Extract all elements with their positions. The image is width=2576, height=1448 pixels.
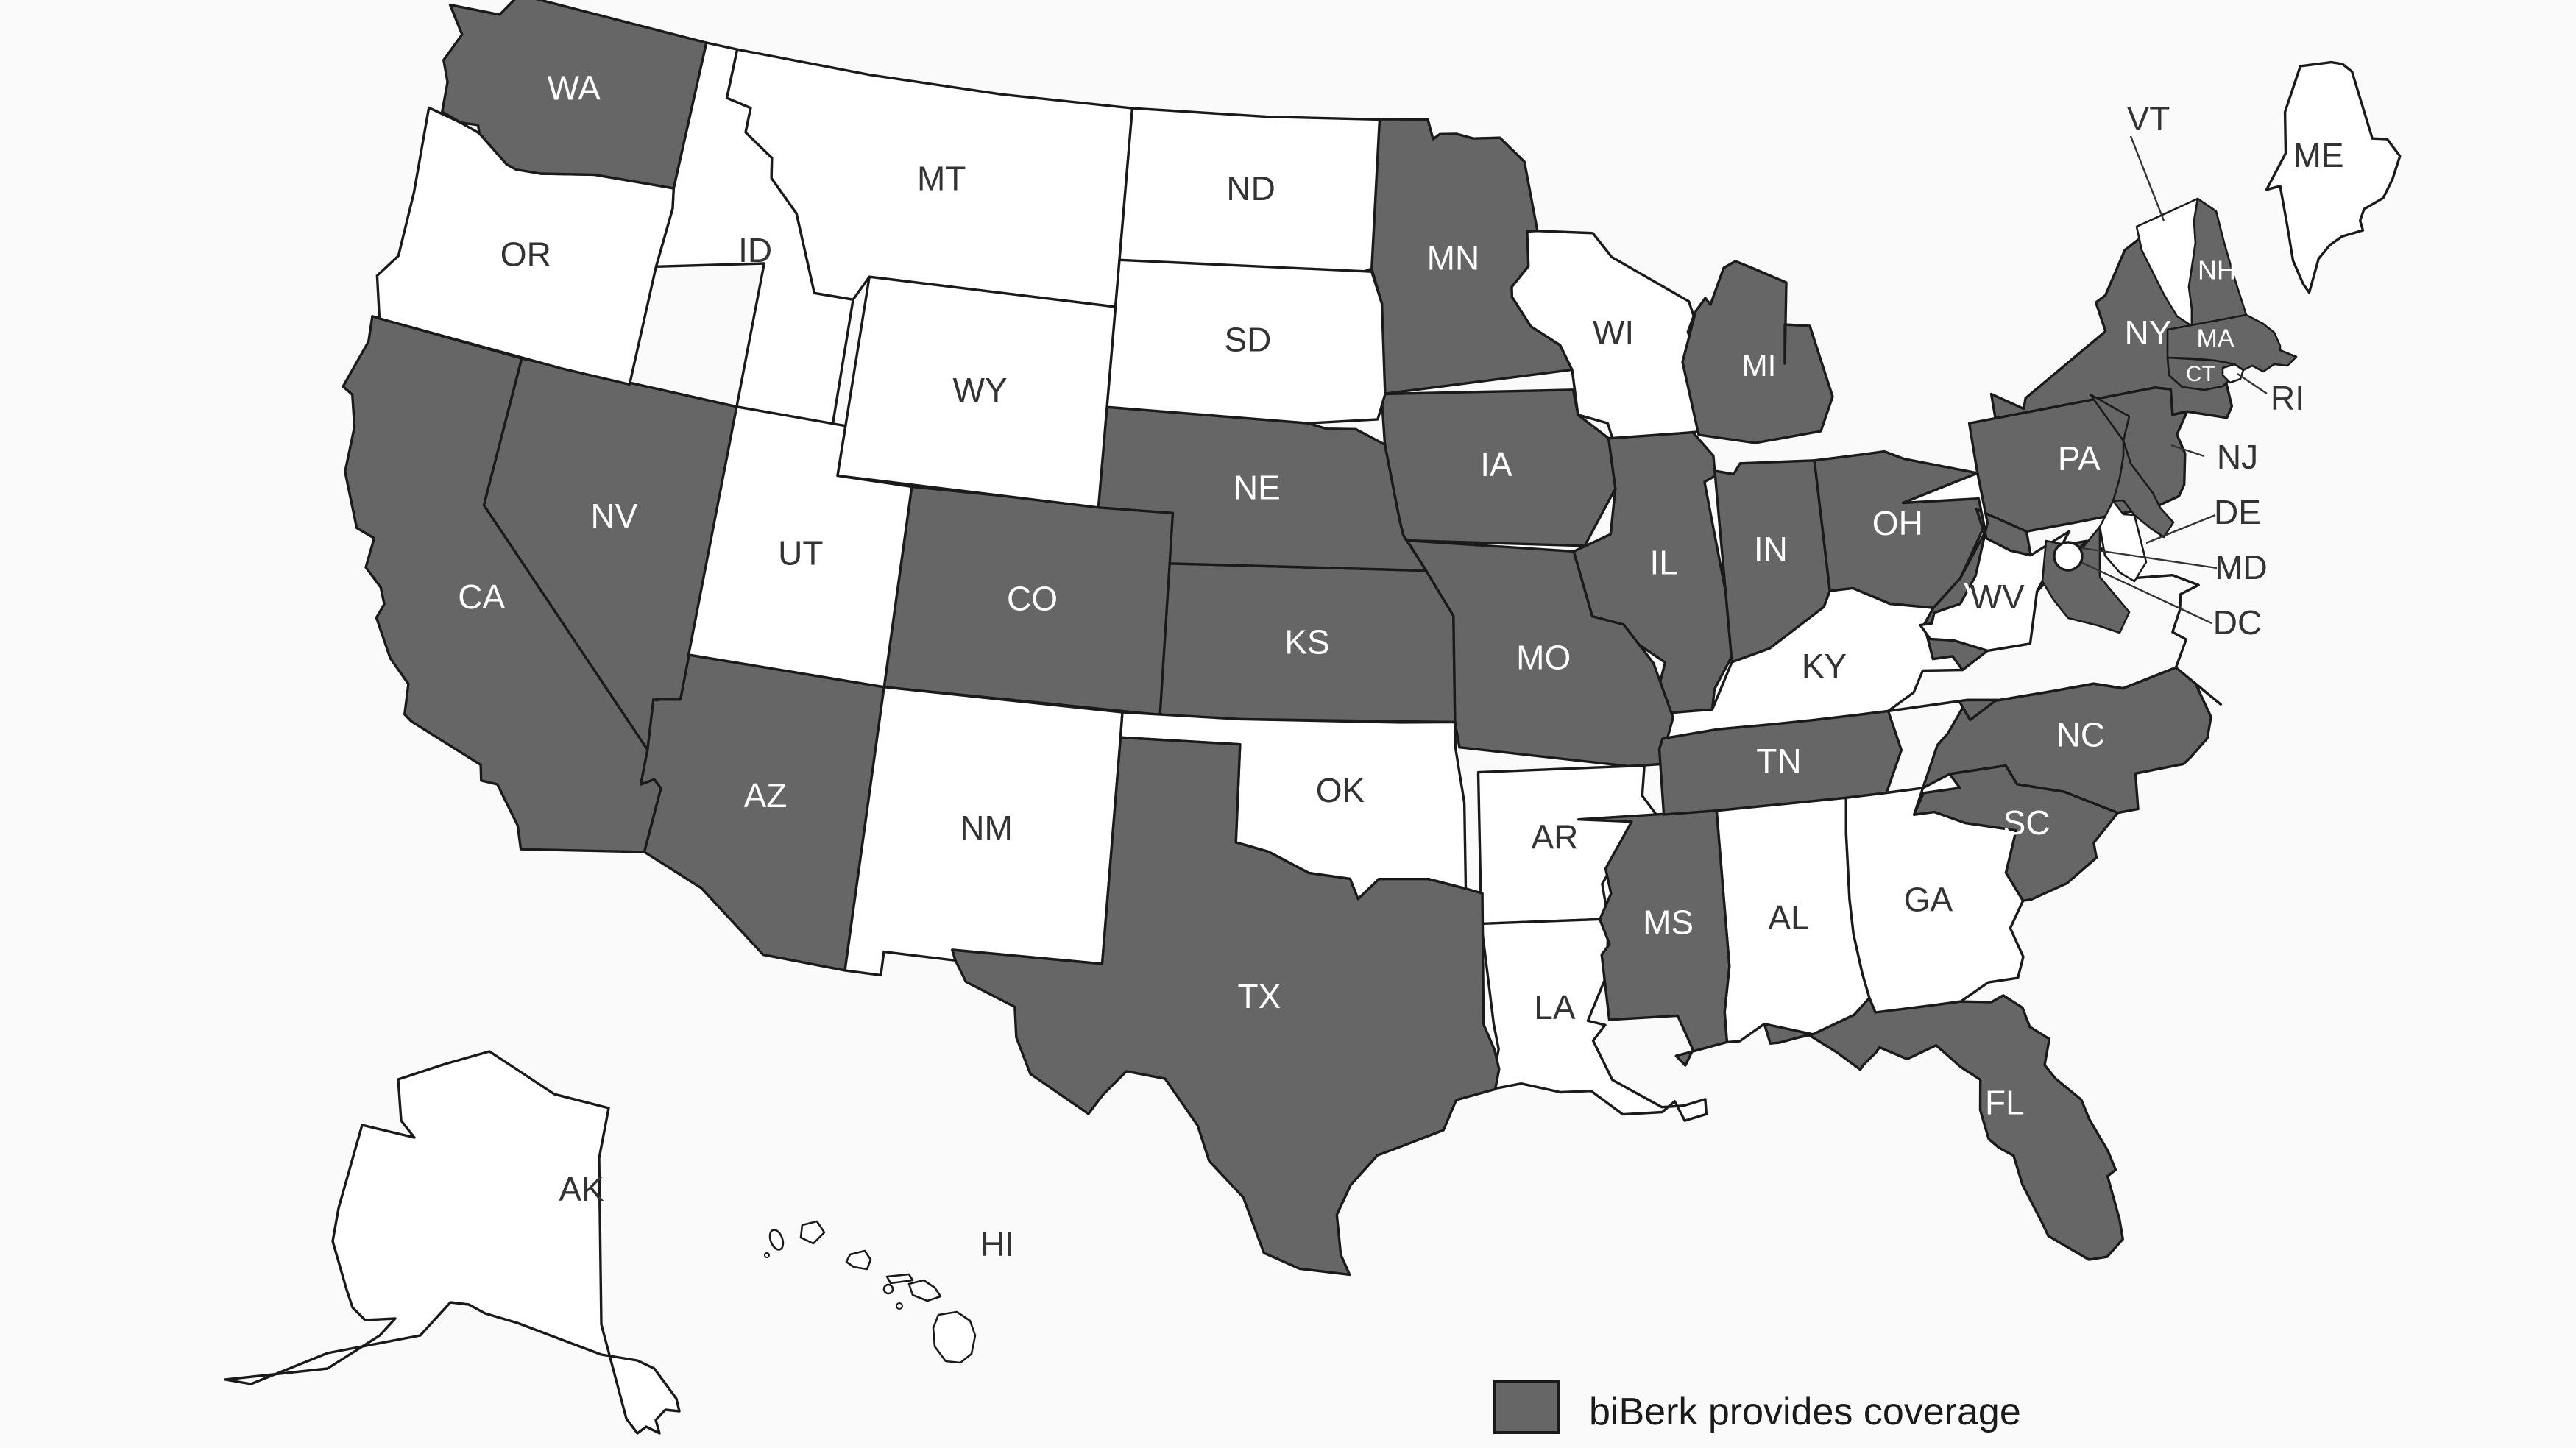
svg-text:OR: OR	[500, 235, 551, 273]
svg-text:HI: HI	[980, 1225, 1014, 1263]
svg-text:IN: IN	[1754, 530, 1788, 568]
svg-text:OH: OH	[1872, 504, 1923, 542]
svg-text:IL: IL	[1650, 544, 1678, 582]
svg-text:biBerk provides coverage: biBerk provides coverage	[1589, 1391, 2021, 1433]
svg-text:MD: MD	[2215, 548, 2268, 586]
svg-text:NY: NY	[2125, 313, 2172, 352]
svg-text:FL: FL	[1985, 1083, 2025, 1121]
svg-text:ND: ND	[1226, 169, 1275, 207]
svg-text:AZ: AZ	[744, 776, 788, 814]
svg-text:AK: AK	[559, 1170, 604, 1208]
svg-text:ME: ME	[2293, 136, 2344, 174]
svg-text:GA: GA	[1904, 881, 1953, 919]
svg-text:TN: TN	[1756, 742, 1801, 780]
svg-text:WV: WV	[1970, 578, 2025, 616]
svg-text:WA: WA	[548, 68, 601, 107]
svg-text:MI: MI	[1742, 348, 1777, 383]
svg-text:NV: NV	[590, 497, 637, 535]
svg-text:NJ: NJ	[2217, 438, 2258, 476]
svg-text:WY: WY	[953, 371, 1008, 409]
svg-text:OK: OK	[1316, 771, 1365, 809]
svg-text:CT: CT	[2186, 362, 2215, 386]
svg-text:MA: MA	[2197, 324, 2234, 352]
svg-text:CA: CA	[458, 578, 505, 616]
svg-text:NH: NH	[2198, 255, 2236, 285]
svg-text:VT: VT	[2127, 99, 2170, 138]
svg-text:MS: MS	[1643, 903, 1694, 941]
svg-text:SC: SC	[2003, 803, 2050, 842]
svg-text:RI: RI	[2271, 379, 2304, 417]
svg-text:MT: MT	[917, 159, 966, 197]
svg-text:DE: DE	[2214, 493, 2261, 531]
svg-text:NE: NE	[1234, 469, 1281, 507]
svg-text:CO: CO	[1007, 579, 1058, 617]
svg-text:AR: AR	[1531, 818, 1578, 856]
svg-text:ID: ID	[738, 231, 772, 269]
svg-text:TX: TX	[1238, 977, 1281, 1015]
svg-text:DC: DC	[2213, 603, 2262, 642]
svg-text:MN: MN	[1427, 238, 1480, 277]
svg-text:PA: PA	[2058, 439, 2101, 478]
svg-text:LA: LA	[1534, 988, 1576, 1026]
svg-text:AL: AL	[1768, 898, 1809, 937]
svg-text:KS: KS	[1284, 623, 1329, 661]
svg-text:SD: SD	[1224, 320, 1271, 358]
svg-text:NM: NM	[960, 809, 1013, 847]
svg-text:WI: WI	[1593, 313, 1634, 352]
svg-text:KY: KY	[1802, 647, 1847, 685]
svg-text:UT: UT	[778, 534, 823, 572]
svg-text:NC: NC	[2056, 715, 2105, 753]
svg-text:MO: MO	[1516, 639, 1571, 677]
svg-text:IA: IA	[1480, 445, 1512, 483]
